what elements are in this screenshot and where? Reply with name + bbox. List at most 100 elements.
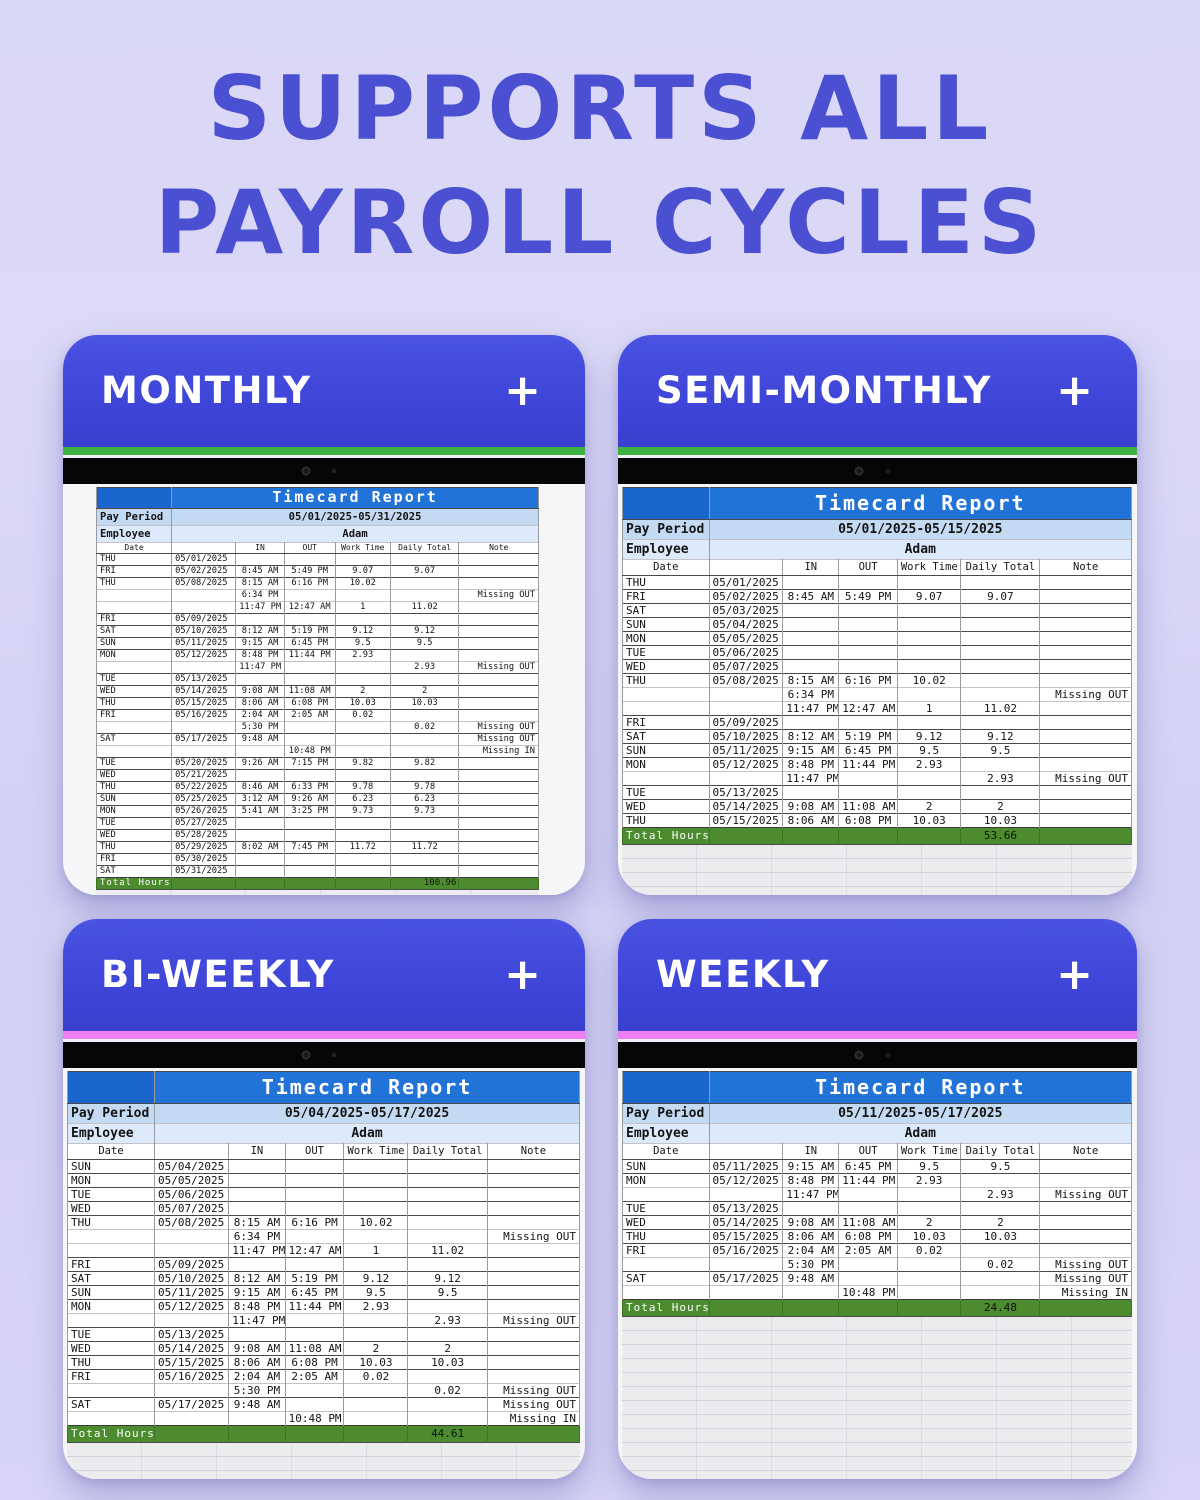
- cell: 9.78: [389, 780, 460, 794]
- header-row: Date IN OUT Work Time Daily Total Note: [95, 541, 539, 554]
- cell: 8:48 PM: [782, 1172, 840, 1188]
- cell: [407, 1186, 488, 1202]
- cell: 05/05/2025: [154, 1172, 230, 1188]
- cell: 9:48 AM: [782, 1270, 840, 1286]
- add-icon[interactable]: +: [504, 364, 541, 416]
- cell: 5:49 PM: [838, 588, 898, 604]
- cell: [486, 1186, 581, 1202]
- cell: [334, 732, 391, 746]
- cell: 10.03: [960, 812, 1041, 828]
- table-row: WED 05/21/2025: [95, 768, 539, 782]
- accent-stripe: [618, 446, 1137, 455]
- pay-period-value: 05/01/2025-05/15/2025: [708, 518, 1133, 540]
- add-icon[interactable]: +: [504, 948, 541, 1000]
- cell: 05/06/2025: [708, 644, 784, 660]
- table-row: SUN 05/11/2025 9:15 AM 6:45 PM 9.5 9.5: [66, 1284, 581, 1300]
- employee-label: Employee: [66, 1122, 156, 1144]
- cell: [343, 1200, 409, 1216]
- cell: [1039, 672, 1132, 688]
- cell: MON: [95, 804, 173, 818]
- add-icon[interactable]: +: [1056, 948, 1093, 1000]
- cell: 5:19 PM: [838, 728, 898, 744]
- table-row: FRI 05/09/2025: [66, 1256, 581, 1272]
- cell: THU: [622, 672, 710, 688]
- cell: 0.02: [960, 1256, 1041, 1272]
- cell: 05/04/2025: [708, 616, 784, 632]
- cell: 6:45 PM: [838, 1158, 898, 1174]
- cell: 9.73: [389, 804, 460, 818]
- cell: [486, 1256, 581, 1272]
- table-row: TUE 05/13/2025: [622, 784, 1132, 800]
- table-row: THU 05/01/2025: [622, 574, 1132, 590]
- cell: 11:08 AM: [838, 1214, 898, 1230]
- cell: [960, 1242, 1041, 1258]
- column-header: IN: [782, 558, 840, 576]
- table-row: THU 05/08/2025 8:15 AM 6:16 PM 10.02: [66, 1214, 581, 1230]
- cell: MON: [95, 648, 173, 662]
- cell: 9.12: [389, 624, 460, 638]
- cell: [66, 1382, 156, 1398]
- cell: 05/16/2025: [154, 1368, 230, 1384]
- cell: [896, 1256, 962, 1272]
- cell: 11.02: [960, 700, 1041, 716]
- cell: FRI: [95, 564, 173, 578]
- cell: [334, 660, 391, 674]
- table-row: Employee Adam: [66, 1122, 580, 1144]
- cell: [960, 574, 1041, 590]
- cell: [235, 612, 285, 626]
- card-grid: MONTHLY + Timecard Report Pay Period 05/01…: [0, 334, 1200, 1479]
- cell: [782, 644, 840, 660]
- cell: 0.02: [343, 1368, 409, 1384]
- cell: [154, 1228, 230, 1244]
- cell: SUN: [66, 1158, 156, 1174]
- cell: [284, 1256, 345, 1272]
- cell: 2: [389, 684, 460, 698]
- cell: [486, 1326, 581, 1342]
- cell: 9.82: [334, 756, 391, 770]
- cell: FRI: [622, 588, 710, 604]
- cell: [407, 1200, 488, 1216]
- cell: MON: [66, 1298, 156, 1314]
- camera-dot-icon: [885, 468, 891, 474]
- cell: [283, 876, 336, 890]
- cell: 2.93: [343, 1298, 409, 1314]
- cell: 11.72: [389, 840, 460, 854]
- cell: 05/13/2025: [171, 672, 237, 686]
- cell: WED: [622, 658, 710, 674]
- camera-dot-icon: [331, 1052, 337, 1058]
- cell: [458, 672, 539, 686]
- table-row: TUE 05/13/2025: [622, 1200, 1132, 1216]
- cell: 9.73: [334, 804, 391, 818]
- cell: 6:34 PM: [235, 588, 285, 602]
- cell: [1039, 1228, 1132, 1244]
- cell: 10.02: [334, 576, 391, 590]
- payroll-card-semi-monthly: SEMI-MONTHLY + Timecard Report Pay Period…: [618, 334, 1137, 895]
- table-row: Pay Period 05/01/2025-05/15/2025: [622, 518, 1133, 540]
- tablet-bezel: [63, 454, 585, 484]
- cell: [389, 852, 460, 866]
- pay-period-value: 05/11/2025-05/17/2025: [708, 1102, 1133, 1124]
- cell: [782, 616, 840, 632]
- cell: [407, 1410, 488, 1426]
- table-row: TUE 05/13/2025: [66, 1326, 581, 1342]
- cell: [407, 1396, 488, 1412]
- corner-cell: [95, 487, 173, 509]
- cell: [1039, 1242, 1132, 1258]
- cell: [782, 1298, 840, 1317]
- cell: [95, 744, 173, 758]
- add-icon[interactable]: +: [1056, 364, 1093, 416]
- cell: [458, 816, 539, 830]
- cell: [486, 1284, 581, 1300]
- cell: 05/17/2025: [154, 1396, 230, 1412]
- cell: 6:08 PM: [838, 812, 898, 828]
- cell: 2.93: [960, 770, 1041, 786]
- cell: 2.93: [960, 1186, 1041, 1202]
- cell: [334, 852, 391, 866]
- cell: 05/10/2025: [708, 728, 784, 744]
- cell: [782, 1284, 840, 1300]
- cell: [960, 1200, 1041, 1216]
- column-header: Work Time: [343, 1142, 409, 1160]
- cell: 11:47 PM: [228, 1242, 286, 1258]
- table-row: Pay Period 05/01/2025-05/31/2025: [95, 507, 539, 526]
- cell: TUE: [66, 1326, 156, 1342]
